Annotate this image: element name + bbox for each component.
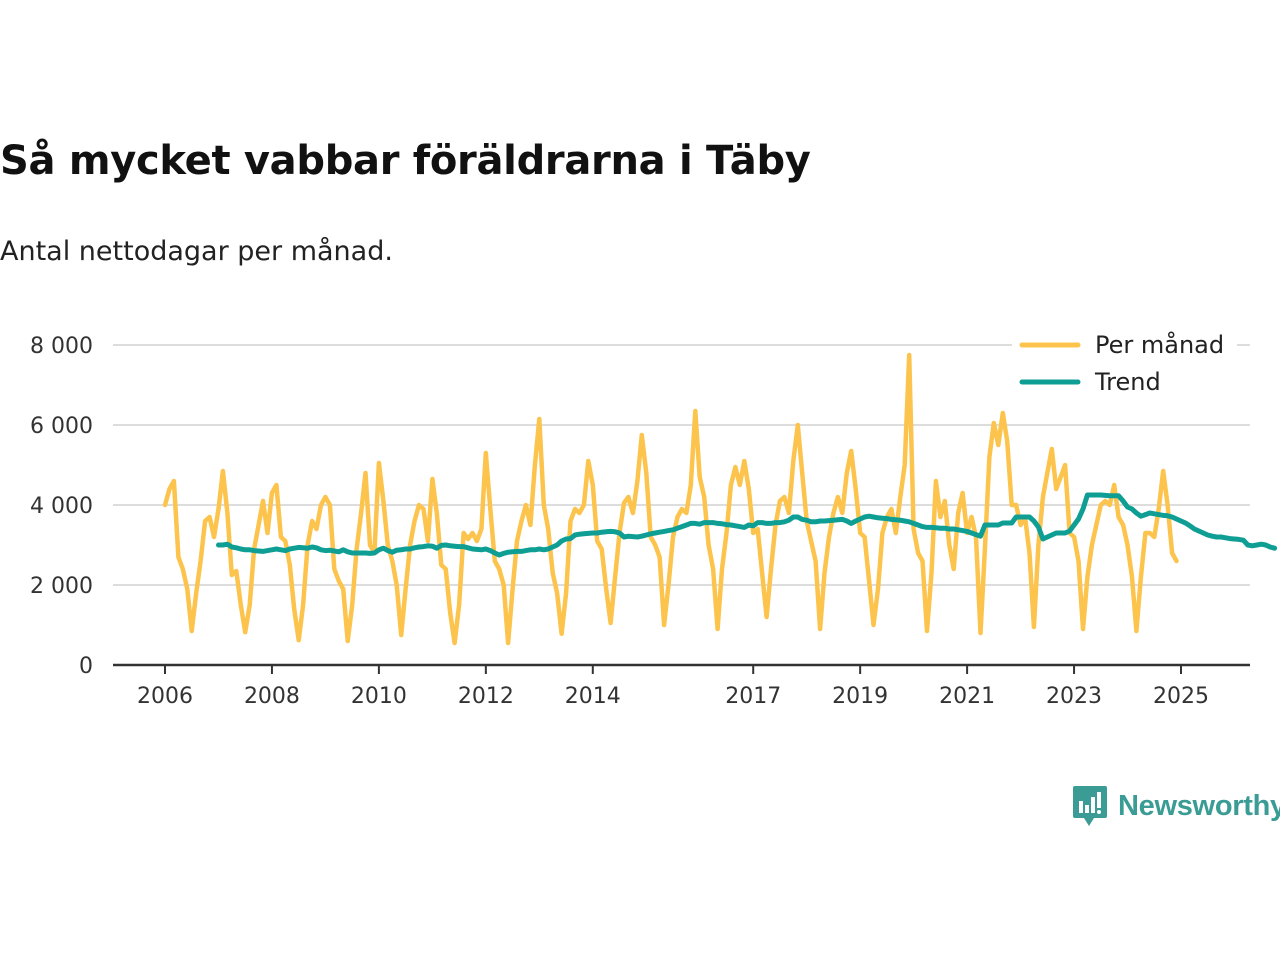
x-tick-label: 2019 [832, 684, 888, 709]
y-tick-label: 0 [79, 654, 93, 679]
x-tick-label: 2012 [458, 684, 514, 709]
legend-background [1012, 328, 1237, 400]
x-tick-label: 2023 [1046, 684, 1102, 709]
chart-subtitle: Antal nettodagar per månad. [0, 236, 393, 267]
series-lines [162, 352, 1278, 646]
x-tick-label: 2021 [939, 684, 995, 709]
newsworthy-brand-name: Newsworthy [1118, 789, 1280, 822]
chart-title: Så mycket vabbar föräldrarna i Täby [0, 138, 811, 184]
newsworthy-logo-icon [1073, 786, 1107, 826]
y-tick-label: 2 000 [30, 574, 93, 599]
x-axis-ticks: 2006 2008 2010 2012 2014 2017 2019 2021 2023 2025 [137, 665, 1209, 709]
series-line-per-manad [162, 352, 1179, 646]
x-tick-label: 2006 [137, 684, 193, 709]
x-tick-label: 2010 [351, 684, 407, 709]
y-tick-label: 6 000 [30, 414, 93, 439]
y-tick-label: 4 000 [30, 494, 93, 519]
y-axis-tick-labels: 0 2 000 4 000 6 000 8 000 [30, 334, 93, 679]
legend-label-per-manad: Per månad [1095, 330, 1224, 359]
x-tick-label: 2025 [1153, 684, 1209, 709]
series-line-trend [216, 492, 1278, 558]
newsworthy-brand[interactable]: Newsworthy [1072, 784, 1280, 828]
legend: Per månad Trend [1012, 328, 1237, 400]
x-tick-label: 2008 [244, 684, 300, 709]
legend-label-trend: Trend [1094, 368, 1161, 396]
x-tick-label: 2014 [565, 684, 621, 709]
y-tick-label: 8 000 [30, 334, 93, 359]
x-tick-label: 2017 [725, 684, 781, 709]
